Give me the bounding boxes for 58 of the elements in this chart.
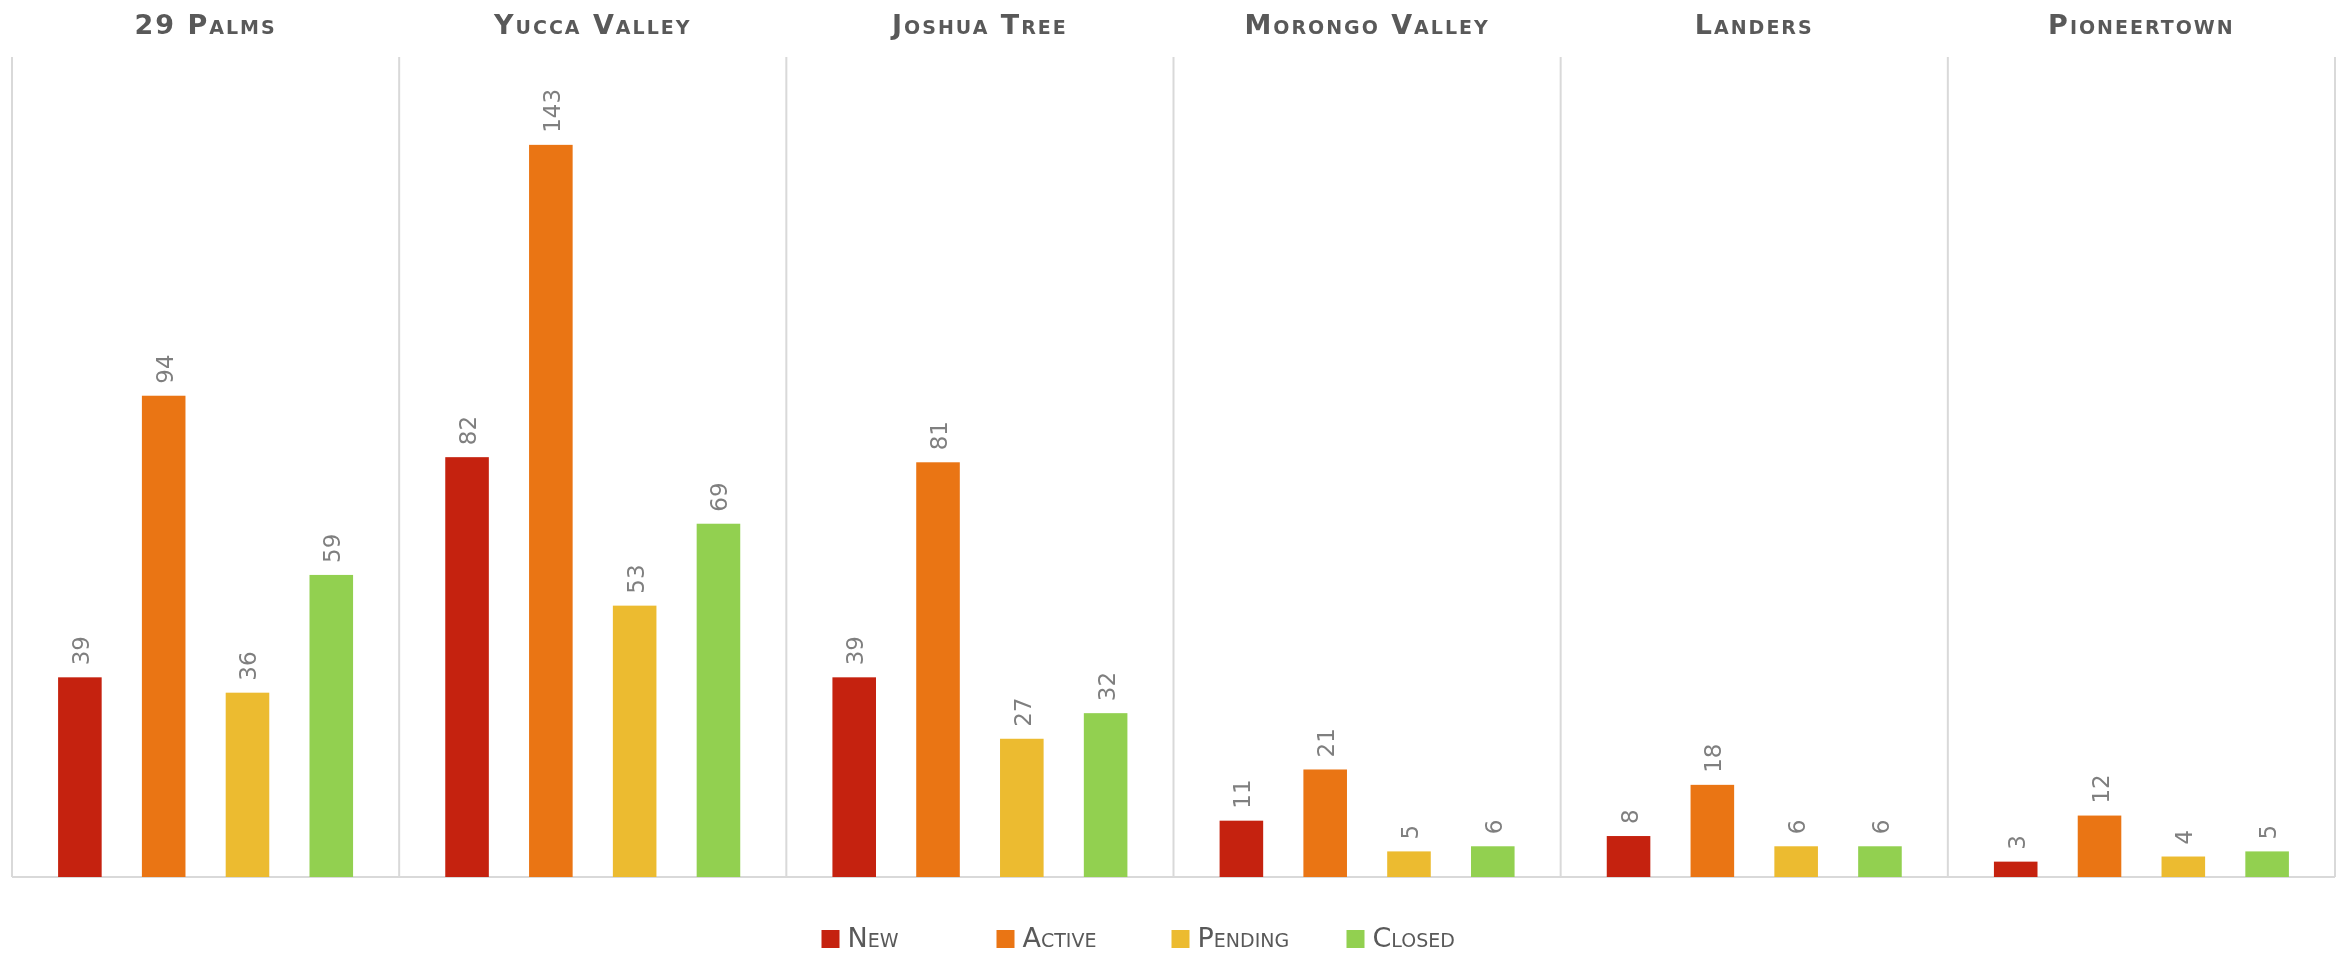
data-label: 32 [1093,671,1120,702]
data-label: 5 [1396,824,1423,840]
bar [141,395,186,877]
data-label: 69 [706,482,733,512]
data-label: 143 [538,88,565,133]
data-label: 39 [842,636,869,666]
bar [529,144,573,877]
data-label: 39 [67,636,94,666]
bar [1000,738,1044,877]
bar [1690,784,1735,877]
data-label: 81 [926,421,953,451]
legend-label: New [847,922,899,953]
bar [1083,713,1128,877]
data-label: 8 [1616,809,1643,825]
bar [1303,769,1347,877]
x-tick-label: Yucca Valley [492,9,692,40]
legend-label: Closed [1372,922,1455,953]
bar [612,605,657,877]
data-label: 6 [1480,819,1507,835]
x-tick-label: Joshua Tree [890,9,1068,40]
data-label: 4 [2171,829,2198,845]
data-label: 5 [2255,824,2282,840]
data-label: 59 [319,533,346,563]
data-label: 21 [1313,728,1340,758]
bar [1606,836,1651,877]
data-label: 18 [1700,743,1727,773]
bar [2245,851,2289,877]
data-label: 6 [1784,819,1811,835]
bar [445,457,489,877]
x-tick-label: Pioneertown [2048,9,2235,40]
bar [1219,820,1264,877]
bar [832,677,876,877]
bar [916,462,960,877]
data-label: 36 [235,651,262,681]
data-label: 94 [151,354,178,384]
bar [1387,851,1431,877]
data-label: 11 [1229,779,1256,809]
bar [2077,815,2122,877]
data-label: 3 [2003,835,2030,850]
data-label: 6 [1867,819,1894,835]
bar [1993,861,2038,877]
bar [58,677,102,877]
x-tick-label: 29 Palms [134,9,277,40]
bar [1858,846,1902,877]
data-label: 27 [1009,697,1036,727]
data-label: 82 [455,415,482,446]
bar [1774,846,1818,877]
bar [696,523,741,877]
data-label: 12 [2087,774,2114,804]
legend-label: Active [1022,922,1097,953]
legend-label: Pending [1197,922,1290,953]
bar [1471,846,1515,877]
bar [225,692,270,877]
x-tick-label: Morongo Valley [1244,9,1490,40]
data-label: 53 [622,564,649,594]
x-tick-label: Landers [1694,9,1814,40]
bar [2161,856,2206,877]
bar [309,574,354,877]
